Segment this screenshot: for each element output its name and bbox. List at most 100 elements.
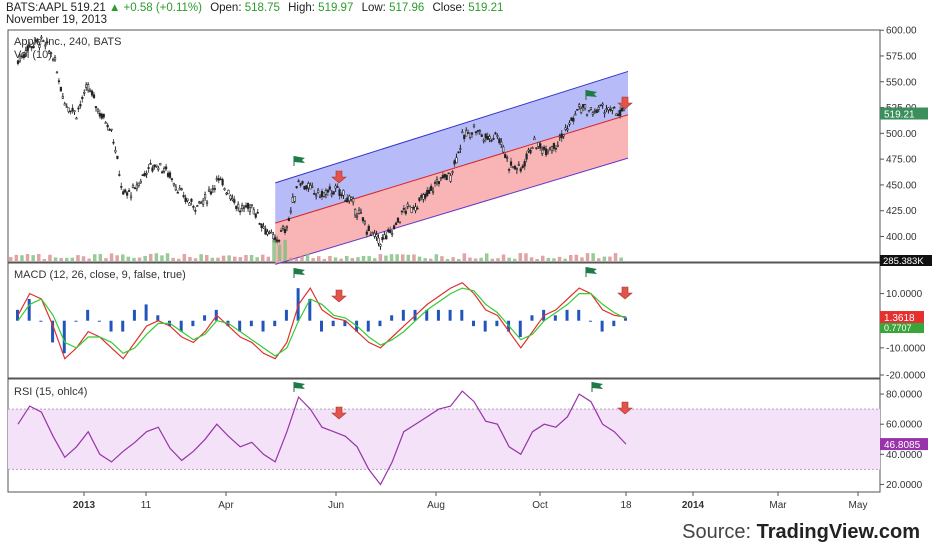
price-candle-body: [114, 150, 117, 153]
price-candle-body: [484, 133, 487, 139]
price-candle-body: [221, 179, 224, 186]
price-candle-body: [562, 134, 565, 137]
price-candle-body: [482, 139, 485, 142]
price-candle-body: [338, 189, 341, 196]
price-candle-body: [291, 197, 294, 203]
volume-pane-title: Vol (10): [14, 49, 52, 61]
rsi-axis-label: 20.0000: [886, 480, 923, 491]
price-candle-body: [237, 203, 240, 209]
price-candle-body: [143, 172, 146, 177]
price-candle-body: [523, 161, 526, 167]
price-candle-body: [365, 231, 368, 235]
rsi-pane-title: RSI (15, ohlc4): [14, 386, 87, 398]
volume-bar: [496, 258, 500, 261]
price-candle-body: [279, 230, 283, 232]
price-tag-box: [880, 107, 928, 120]
price-candle-body: [309, 185, 312, 190]
price-candle-body: [486, 136, 489, 141]
volume-bar: [401, 254, 405, 261]
price-candle-body: [85, 84, 88, 88]
price-candle-body: [203, 194, 207, 199]
price-candle-body: [541, 149, 544, 154]
price-candle-body: [394, 222, 398, 225]
volume-bar: [619, 257, 623, 261]
macd-histogram-bar: [179, 320, 183, 332]
price-axis-label: 450.00: [886, 180, 917, 191]
price-candle-body: [20, 55, 23, 58]
volume-bar: [395, 254, 399, 261]
price-candle-body: [543, 146, 546, 150]
price-candle-body: [322, 192, 326, 197]
price-candle-body: [285, 226, 289, 229]
price-candle-body: [582, 104, 585, 108]
price-candle-body: [437, 181, 441, 185]
price-candle-body: [619, 109, 622, 117]
price-candle-body: [176, 191, 179, 194]
volume-bar: [585, 253, 590, 261]
price-candle-body: [613, 106, 616, 109]
low-label: Low:: [361, 2, 386, 14]
x-axis-label: 11: [141, 500, 152, 511]
price-candle-body: [424, 193, 427, 199]
channel-mid-line: [275, 114, 629, 224]
price-candle-body: [318, 196, 322, 198]
price-candle-body: [278, 240, 281, 242]
price-candle-body: [476, 129, 479, 132]
price-candle-body: [344, 200, 347, 202]
price-candle-body: [601, 103, 604, 106]
price-candle-body: [258, 223, 261, 225]
price-candle-body: [416, 207, 419, 210]
price-candle-body: [299, 183, 302, 186]
source-credit: Source: TradingView.com: [682, 521, 920, 544]
volume-bar: [513, 258, 517, 261]
volume-bar: [389, 254, 394, 261]
x-axis-label: Mar: [769, 500, 787, 511]
price-candle-body: [552, 142, 555, 149]
price-candle-body: [609, 109, 612, 111]
price-candle-body: [40, 36, 43, 39]
price-candle-body: [200, 202, 203, 205]
volume-bar: [580, 257, 584, 261]
price-tag-label: 519.21: [884, 110, 915, 121]
sell-arrow-icon: [331, 406, 347, 420]
x-axis-label: May: [849, 500, 868, 511]
price-candle-body: [459, 148, 462, 150]
volume-bar: [333, 257, 338, 261]
price-candle-body: [83, 92, 86, 94]
price-candle-body: [174, 186, 177, 191]
volume-bar: [9, 257, 13, 261]
volume-bar: [199, 254, 203, 261]
macd-histogram-bar: [390, 315, 394, 321]
volume-bar: [429, 258, 433, 261]
volume-bar: [613, 253, 618, 261]
price-candle-body: [315, 194, 318, 197]
price-candle-body: [270, 231, 273, 234]
price-candle-body: [44, 44, 47, 47]
price-candle-body: [307, 183, 310, 189]
price-candle-body: [297, 180, 300, 183]
price-candle-body: [369, 234, 372, 237]
price-candle-body: [408, 205, 411, 208]
flag-icon: [592, 382, 603, 389]
price-candle-body: [188, 202, 191, 206]
price-axis-label: 600.00: [886, 26, 917, 37]
volume-bar: [255, 257, 259, 261]
high-value: 519.97: [318, 2, 354, 14]
volume-bar: [216, 257, 220, 261]
volume-bar: [529, 257, 534, 261]
price-candle-body: [250, 204, 253, 207]
volume-bar: [233, 256, 237, 261]
price-candle-body: [354, 209, 357, 216]
volume-bar: [249, 254, 254, 261]
price-candle-body: [548, 147, 552, 150]
price-candle-body: [79, 104, 82, 107]
price-candle-body: [71, 107, 74, 111]
price-candle-body: [264, 228, 267, 235]
price-candle-body: [607, 107, 610, 111]
price-candle-body: [283, 228, 287, 233]
price-candle-body: [190, 198, 193, 202]
price-candle-body: [498, 138, 501, 144]
price-candle-body: [59, 86, 62, 92]
price-candle-body: [511, 166, 515, 169]
